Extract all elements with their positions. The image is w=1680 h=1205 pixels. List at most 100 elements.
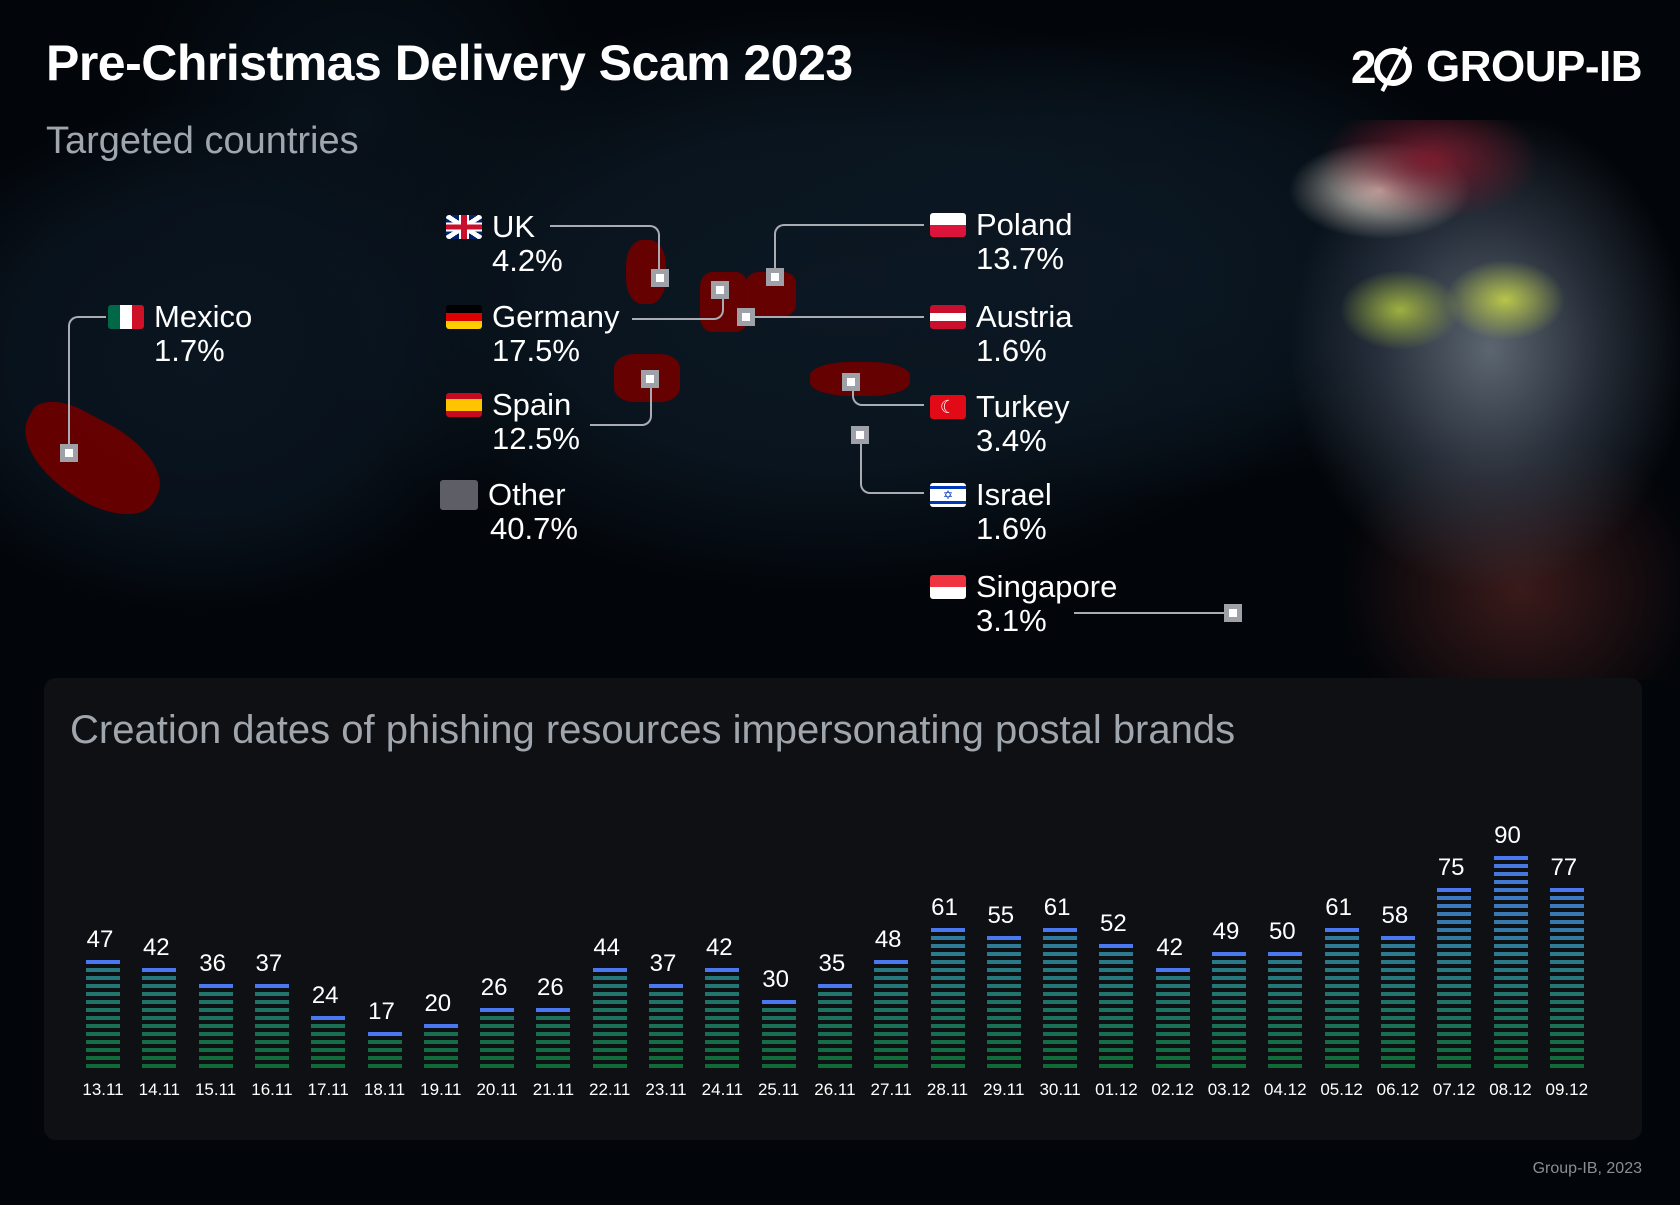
bar-stripes bbox=[1212, 950, 1246, 1070]
leader-line-uk bbox=[550, 225, 660, 277]
bar-value-label: 75 bbox=[1437, 854, 1465, 881]
bar-22.11: 44 22.11 bbox=[589, 760, 649, 1100]
bar-stripes bbox=[1493, 854, 1528, 1070]
marker-spain bbox=[641, 370, 659, 388]
bar-date-label: 26.11 bbox=[814, 1080, 856, 1099]
bar-date-label: 08.12 bbox=[1489, 1080, 1532, 1099]
bar-18.11: 17 18.11 bbox=[364, 760, 424, 1100]
bar-stripes bbox=[254, 982, 289, 1070]
country-label-turkey: ☾ Turkey 3.4% bbox=[930, 390, 1070, 458]
source-credit: Group-IB, 2023 bbox=[1532, 1160, 1642, 1177]
country-label-spain: Spain 12.5% bbox=[446, 388, 580, 456]
bar-value-label: 17 bbox=[368, 998, 395, 1025]
bar-value-label: 30 bbox=[762, 966, 789, 993]
marker-turkey bbox=[842, 373, 860, 391]
bar-value-label: 42 bbox=[142, 934, 170, 961]
bar-07.12: 75 07.12 bbox=[1433, 760, 1493, 1100]
section-subtitle: Targeted countries bbox=[46, 120, 359, 162]
bar-date-label: 06.12 bbox=[1376, 1080, 1420, 1099]
bar-stripes bbox=[142, 966, 177, 1070]
bar-date-label: 03.12 bbox=[1207, 1080, 1251, 1099]
bar-stripes bbox=[480, 1006, 515, 1070]
bar-value-label: 52 bbox=[1100, 910, 1127, 937]
bar-value-label: 61 bbox=[1325, 894, 1352, 921]
bar-stripes bbox=[86, 958, 120, 1070]
leader-line-singapore bbox=[1074, 612, 1224, 614]
leader-line-poland bbox=[774, 224, 924, 276]
bar-value-label: 35 bbox=[818, 950, 846, 977]
bar-date-label: 19.11 bbox=[420, 1080, 462, 1099]
bar-date-label: 20.11 bbox=[476, 1080, 518, 1099]
bar-stripes bbox=[1324, 926, 1359, 1070]
bar-25.11: 30 25.11 bbox=[758, 760, 818, 1100]
bar-value-label: 26 bbox=[537, 974, 564, 1001]
bar-date-label: 07.12 bbox=[1432, 1080, 1476, 1099]
bar-stripes bbox=[930, 926, 965, 1070]
bar-stripes bbox=[817, 982, 852, 1070]
bar-date-label: 17.11 bbox=[307, 1080, 349, 1099]
bar-date-label: 21.11 bbox=[532, 1080, 575, 1099]
marker-singapore bbox=[1224, 604, 1242, 622]
leader-line-spain bbox=[590, 386, 652, 426]
poland-flag-icon bbox=[930, 213, 966, 237]
logo-text: GROUP-IB bbox=[1426, 42, 1643, 91]
bar-value-label: 44 bbox=[593, 934, 621, 961]
bar-date-label: 05.12 bbox=[1320, 1080, 1363, 1099]
bar-date-label: 30.11 bbox=[1039, 1080, 1081, 1099]
leader-line-israel bbox=[860, 440, 924, 494]
bar-date-label: 02.12 bbox=[1151, 1080, 1194, 1099]
bar-19.11: 20 19.11 bbox=[420, 760, 480, 1100]
bar-date-label: 09.12 bbox=[1545, 1080, 1589, 1099]
leader-line-austria bbox=[752, 316, 924, 318]
bar-value-label: 24 bbox=[311, 982, 339, 1009]
bar-stripes bbox=[536, 1006, 571, 1070]
bar-stripes bbox=[761, 998, 796, 1070]
country-label-mexico: Mexico 1.7% bbox=[108, 300, 252, 368]
bar-value-label: 37 bbox=[255, 950, 283, 977]
bar-stripes bbox=[986, 934, 1021, 1070]
bar-date-label: 22.11 bbox=[589, 1080, 631, 1099]
bar-03.12: 49 03.12 bbox=[1208, 760, 1268, 1100]
bar-date-label: 23.11 bbox=[645, 1080, 687, 1099]
bar-value-label: 26 bbox=[480, 974, 508, 1001]
chart-title: Creation dates of phishing resources imp… bbox=[70, 708, 1236, 752]
bar-stripes bbox=[592, 966, 627, 1070]
country-label-uk: UK 4.2% bbox=[446, 210, 563, 278]
bar-20.11: 26 20.11 bbox=[476, 760, 536, 1100]
bar-date-label: 14.11 bbox=[138, 1080, 180, 1099]
bar-date-label: 16.11 bbox=[251, 1080, 293, 1099]
bar-date-label: 27.11 bbox=[870, 1080, 912, 1099]
bar-17.11: 24 17.11 bbox=[307, 760, 367, 1100]
country-label-israel: ✡ Israel 1.6% bbox=[930, 478, 1052, 546]
bar-29.11: 55 29.11 bbox=[983, 760, 1043, 1100]
bar-date-label: 28.11 bbox=[926, 1080, 969, 1099]
bar-26.11: 35 26.11 bbox=[814, 760, 874, 1100]
bar-date-label: 04.12 bbox=[1264, 1080, 1307, 1099]
bar-date-label: 01.12 bbox=[1095, 1080, 1138, 1099]
chart-panel bbox=[44, 678, 1642, 1140]
bar-05.12: 61 05.12 bbox=[1320, 760, 1381, 1100]
marker-mexico bbox=[60, 444, 78, 462]
bar-value-label: 58 bbox=[1381, 902, 1409, 929]
bar-15.11: 36 15.11 bbox=[195, 760, 255, 1100]
marker-israel bbox=[851, 426, 869, 444]
bar-23.11: 37 23.11 bbox=[645, 760, 705, 1100]
group-ib-logo: 2 GROUP-IB bbox=[1351, 40, 1643, 94]
marker-uk bbox=[651, 269, 669, 287]
bar-value-label: 61 bbox=[1043, 894, 1071, 921]
bar-16.11: 37 16.11 bbox=[251, 760, 311, 1100]
mexico-flag-icon bbox=[108, 305, 144, 329]
bar-stripes bbox=[1437, 886, 1472, 1070]
bar-date-label: 29.11 bbox=[983, 1080, 1025, 1099]
bar-stripes bbox=[1380, 934, 1415, 1070]
santa-cat-illustration bbox=[1260, 120, 1680, 680]
singapore-flag-icon bbox=[930, 575, 966, 599]
marker-austria bbox=[737, 308, 755, 326]
bar-value-label: 42 bbox=[705, 934, 733, 961]
bar-value-label: 47 bbox=[86, 926, 114, 953]
country-label-germany: Germany 17.5% bbox=[446, 300, 619, 368]
bar-date-label: 15.11 bbox=[194, 1080, 237, 1099]
marker-germany bbox=[711, 281, 729, 299]
bar-value-label: 48 bbox=[874, 926, 902, 953]
bar-stripes bbox=[311, 1014, 346, 1070]
